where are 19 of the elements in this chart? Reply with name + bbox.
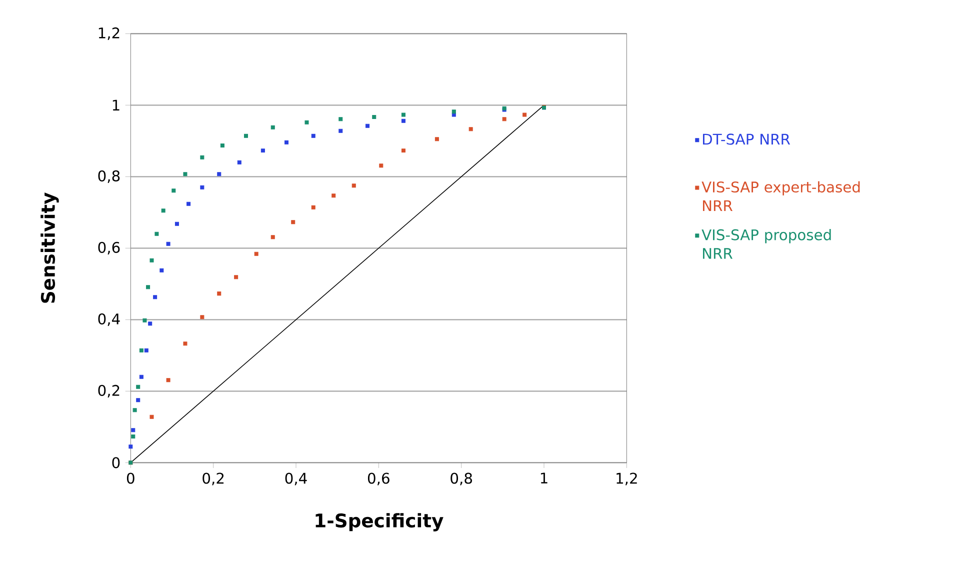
x-tick-label: 0,8 [450, 472, 472, 486]
y-axis-title: Sensitivity [40, 192, 59, 303]
legend-label: VIS-SAP expert-based NRR [702, 181, 860, 212]
y-tick-label: 0,4 [98, 314, 120, 326]
legend-label: DT-SAP NRR [702, 134, 790, 145]
y-tick-label: 0,2 [98, 385, 120, 398]
y-tick-label: 1 [112, 100, 120, 111]
y-tick-label: 0,6 [98, 242, 120, 255]
y-tick-label: 0,8 [98, 170, 120, 184]
y-tick-label: 0 [112, 457, 120, 468]
x-axis-title: 1-Specificity [316, 513, 444, 532]
x-tick-label: 0,2 [202, 472, 224, 486]
y-tick-label: 1,2 [98, 28, 120, 40]
x-tick-label: 1,2 [616, 472, 637, 486]
x-tick-label: 1 [540, 472, 548, 484]
legend-label: VIS-SAP proposed NRR [702, 229, 831, 259]
x-tick-label: 0,6 [368, 472, 390, 486]
x-tick-label: 0,4 [285, 472, 307, 486]
x-tick-label: 0 [126, 472, 134, 484]
